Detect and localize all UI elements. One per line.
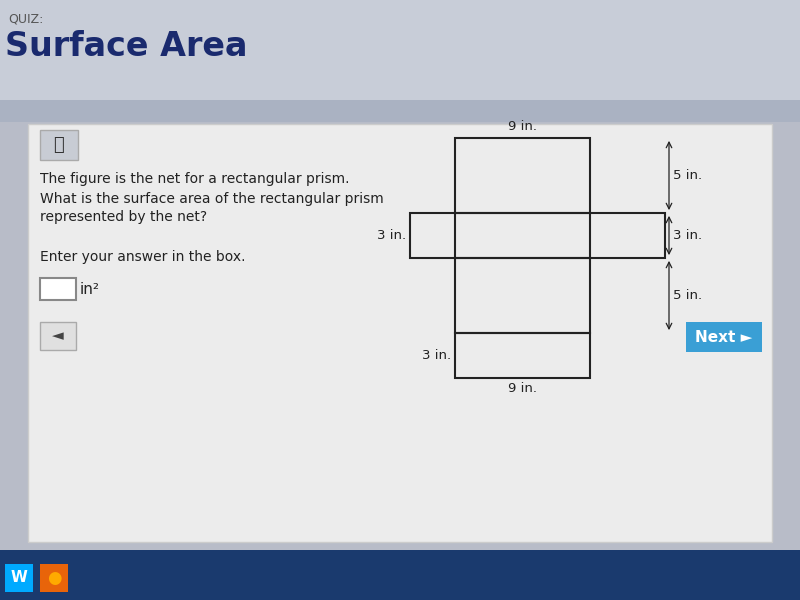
Text: ●: ● <box>46 569 62 587</box>
Bar <box>0 100 800 122</box>
Text: represented by the net?: represented by the net? <box>40 210 207 224</box>
Bar <box>686 322 762 352</box>
Text: Next ►: Next ► <box>695 329 753 344</box>
Text: What is the surface area of the rectangular prism: What is the surface area of the rectangu… <box>40 192 384 206</box>
Text: 3 in.: 3 in. <box>422 349 451 362</box>
Text: 9 in.: 9 in. <box>508 382 537 395</box>
Bar <box>40 322 76 350</box>
Bar <box>0 0 800 100</box>
Bar <box>455 333 590 378</box>
Bar <box>455 138 590 213</box>
Bar <box>455 258 590 333</box>
Text: ◄: ◄ <box>52 329 64 343</box>
Bar <box>0 550 800 600</box>
Text: W: W <box>10 571 27 586</box>
Text: 9 in.: 9 in. <box>508 120 537 133</box>
Text: Surface Area: Surface Area <box>5 30 247 63</box>
Text: The figure is the net for a rectangular prism.: The figure is the net for a rectangular … <box>40 172 350 186</box>
Bar <box>40 130 78 160</box>
Bar <box>28 124 772 542</box>
Text: in²: in² <box>80 281 100 296</box>
Bar <box>40 564 68 592</box>
Bar <box>40 278 76 300</box>
Text: 5 in.: 5 in. <box>673 289 702 302</box>
Text: 3 in.: 3 in. <box>673 229 702 242</box>
Text: 3 in.: 3 in. <box>377 229 406 242</box>
Bar <box>410 213 665 258</box>
Text: Enter your answer in the box.: Enter your answer in the box. <box>40 250 246 264</box>
Text: 5 in.: 5 in. <box>673 169 702 182</box>
Text: ⌹: ⌹ <box>54 136 64 154</box>
Text: QUIZ:: QUIZ: <box>8 12 43 25</box>
Bar <box>5 564 33 592</box>
